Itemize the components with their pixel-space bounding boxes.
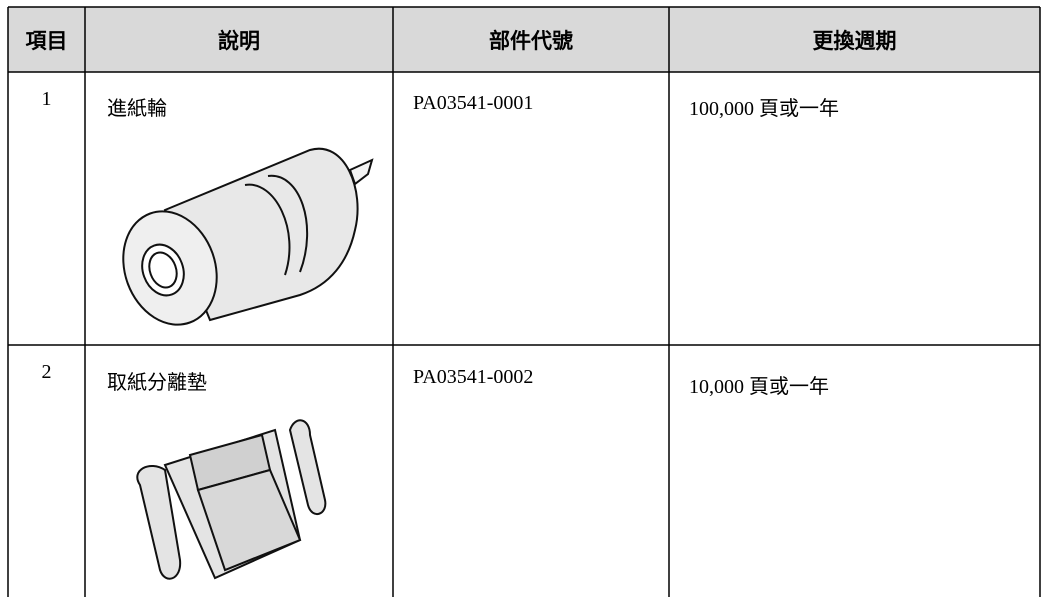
roller-groove (244, 183, 291, 276)
pad-image (136, 419, 327, 580)
item-description: 進紙輪 (107, 98, 167, 120)
header-cell: 部件代號 (489, 29, 573, 53)
table-lines (7, 6, 1041, 597)
replacement-cycle: 100,000 頁或一年 (689, 98, 839, 120)
part-number: PA03541-0002 (413, 366, 534, 388)
pad-arm (136, 465, 182, 580)
replacement-cycle: 10,000 頁或一年 (689, 376, 829, 398)
header-background (8, 7, 1040, 72)
item-number: 1 (41, 88, 52, 110)
header-cell: 項目 (25, 29, 68, 53)
roller-image (122, 147, 374, 326)
header-cell: 更換週期 (812, 29, 897, 53)
pad-surface (196, 468, 302, 572)
roller-groove (267, 174, 309, 273)
header-cell: 說明 (218, 29, 260, 53)
item-number: 2 (41, 361, 52, 383)
part-number: PA03541-0001 (413, 92, 534, 114)
pad-arm (288, 419, 327, 515)
roller-hole (148, 251, 178, 289)
item-description: 取紙分離墊 (107, 372, 207, 394)
